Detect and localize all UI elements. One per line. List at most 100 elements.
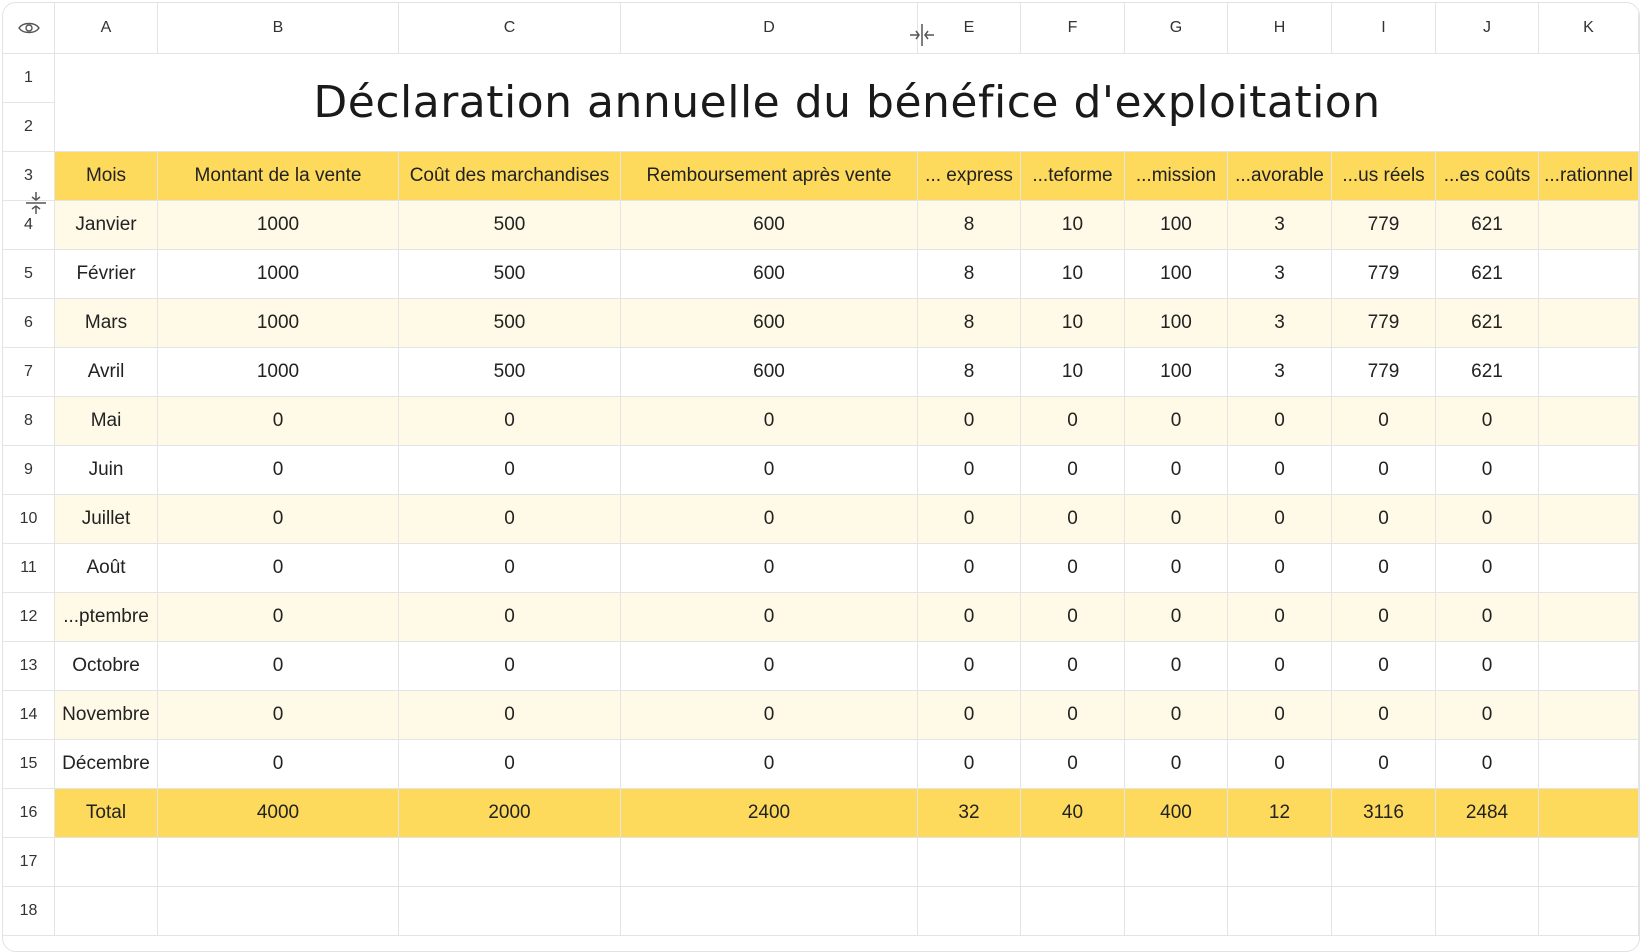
column-header-g[interactable]: G — [1125, 3, 1228, 54]
table-cell[interactable]: 0 — [158, 495, 399, 544]
empty-cell[interactable] — [1021, 838, 1125, 887]
table-cell[interactable]: 10 — [1021, 250, 1125, 299]
total-cell[interactable] — [1539, 789, 1639, 838]
table-cell[interactable]: 0 — [621, 691, 918, 740]
table-cell[interactable]: 779 — [1332, 348, 1436, 397]
total-cell[interactable]: 12 — [1228, 789, 1332, 838]
table-cell[interactable] — [1539, 397, 1639, 446]
row-header-7[interactable]: 7 — [3, 348, 55, 397]
table-cell[interactable] — [1539, 299, 1639, 348]
table-cell[interactable]: 0 — [399, 397, 621, 446]
table-cell[interactable]: 0 — [1332, 446, 1436, 495]
table-cell[interactable]: 0 — [1021, 593, 1125, 642]
table-cell[interactable]: 0 — [1436, 593, 1539, 642]
row-header-17[interactable]: 17 — [3, 838, 55, 887]
table-cell[interactable]: 779 — [1332, 250, 1436, 299]
header-cell[interactable]: ...avorable — [1228, 152, 1332, 201]
empty-cell[interactable] — [1125, 838, 1228, 887]
total-cell[interactable]: 40 — [1021, 789, 1125, 838]
header-cell[interactable]: Coût des marchandises — [399, 152, 621, 201]
table-cell[interactable]: 0 — [158, 446, 399, 495]
total-cell[interactable]: 4000 — [158, 789, 399, 838]
table-cell[interactable]: 0 — [918, 495, 1021, 544]
row-header-11[interactable]: 11 — [3, 544, 55, 593]
total-cell[interactable]: 3116 — [1332, 789, 1436, 838]
table-cell[interactable]: 0 — [621, 397, 918, 446]
table-cell[interactable]: 621 — [1436, 201, 1539, 250]
table-cell[interactable]: 0 — [1021, 446, 1125, 495]
empty-cell[interactable] — [1539, 887, 1639, 936]
empty-cell[interactable] — [1436, 887, 1539, 936]
table-cell[interactable]: 0 — [1228, 495, 1332, 544]
table-cell[interactable]: 0 — [399, 544, 621, 593]
table-cell[interactable]: 621 — [1436, 250, 1539, 299]
total-cell[interactable]: 2000 — [399, 789, 621, 838]
table-cell[interactable]: 8 — [918, 299, 1021, 348]
empty-cell[interactable] — [918, 887, 1021, 936]
table-cell[interactable]: 0 — [158, 642, 399, 691]
table-cell[interactable]: 0 — [1021, 397, 1125, 446]
table-cell[interactable]: 0 — [1436, 397, 1539, 446]
table-cell[interactable]: 1000 — [158, 348, 399, 397]
total-cell[interactable]: 32 — [918, 789, 1021, 838]
row-header-13[interactable]: 13 — [3, 642, 55, 691]
table-cell[interactable]: 100 — [1125, 250, 1228, 299]
table-cell[interactable]: 3 — [1228, 299, 1332, 348]
table-cell[interactable]: 0 — [918, 397, 1021, 446]
table-cell[interactable]: 0 — [399, 446, 621, 495]
total-cell[interactable]: 400 — [1125, 789, 1228, 838]
table-cell[interactable]: 500 — [399, 201, 621, 250]
month-cell[interactable]: Octobre — [55, 642, 158, 691]
month-cell[interactable]: Avril — [55, 348, 158, 397]
table-cell[interactable]: 0 — [1021, 691, 1125, 740]
table-cell[interactable]: 0 — [1436, 642, 1539, 691]
table-cell[interactable]: 0 — [158, 397, 399, 446]
table-cell[interactable]: 0 — [1125, 446, 1228, 495]
column-header-j[interactable]: J — [1436, 3, 1539, 54]
table-cell[interactable]: 0 — [1125, 642, 1228, 691]
table-cell[interactable]: 621 — [1436, 299, 1539, 348]
table-cell[interactable]: 0 — [1228, 544, 1332, 593]
table-cell[interactable]: 0 — [1436, 544, 1539, 593]
table-cell[interactable] — [1539, 201, 1639, 250]
table-cell[interactable]: 0 — [399, 593, 621, 642]
empty-cell[interactable] — [158, 838, 399, 887]
table-cell[interactable] — [1539, 691, 1639, 740]
table-cell[interactable]: 0 — [1125, 495, 1228, 544]
table-cell[interactable]: 0 — [621, 642, 918, 691]
sheet-title[interactable]: Déclaration annuelle du bénéfice d'explo… — [55, 54, 1639, 152]
table-cell[interactable]: 3 — [1228, 250, 1332, 299]
row-header-2[interactable]: 2 — [3, 103, 55, 152]
select-all-corner[interactable] — [3, 3, 55, 54]
table-cell[interactable]: 600 — [621, 250, 918, 299]
column-resize-icon[interactable] — [909, 23, 935, 52]
table-cell[interactable]: 0 — [918, 544, 1021, 593]
empty-cell[interactable] — [1021, 887, 1125, 936]
table-cell[interactable]: 500 — [399, 348, 621, 397]
table-cell[interactable]: 0 — [1021, 544, 1125, 593]
table-cell[interactable]: 0 — [1436, 446, 1539, 495]
table-cell[interactable]: 0 — [1228, 593, 1332, 642]
table-cell[interactable]: 0 — [399, 495, 621, 544]
empty-cell[interactable] — [621, 838, 918, 887]
header-cell[interactable]: ...mission — [1125, 152, 1228, 201]
empty-cell[interactable] — [1125, 887, 1228, 936]
table-cell[interactable]: 0 — [1228, 740, 1332, 789]
column-header-e[interactable]: E — [918, 3, 1021, 54]
row-header-4[interactable]: 4 — [3, 201, 55, 250]
total-label-cell[interactable]: Total — [55, 789, 158, 838]
month-cell[interactable]: Janvier — [55, 201, 158, 250]
table-cell[interactable]: 0 — [918, 593, 1021, 642]
table-cell[interactable]: 0 — [158, 544, 399, 593]
empty-cell[interactable] — [399, 838, 621, 887]
table-cell[interactable]: 621 — [1436, 348, 1539, 397]
table-cell[interactable] — [1539, 740, 1639, 789]
table-cell[interactable]: 0 — [158, 740, 399, 789]
table-cell[interactable]: 0 — [158, 691, 399, 740]
header-cell[interactable]: ...us réels — [1332, 152, 1436, 201]
table-cell[interactable]: 0 — [1228, 397, 1332, 446]
table-cell[interactable]: 0 — [1228, 446, 1332, 495]
table-cell[interactable]: 600 — [621, 299, 918, 348]
table-cell[interactable]: 0 — [918, 446, 1021, 495]
table-cell[interactable]: 0 — [1021, 642, 1125, 691]
